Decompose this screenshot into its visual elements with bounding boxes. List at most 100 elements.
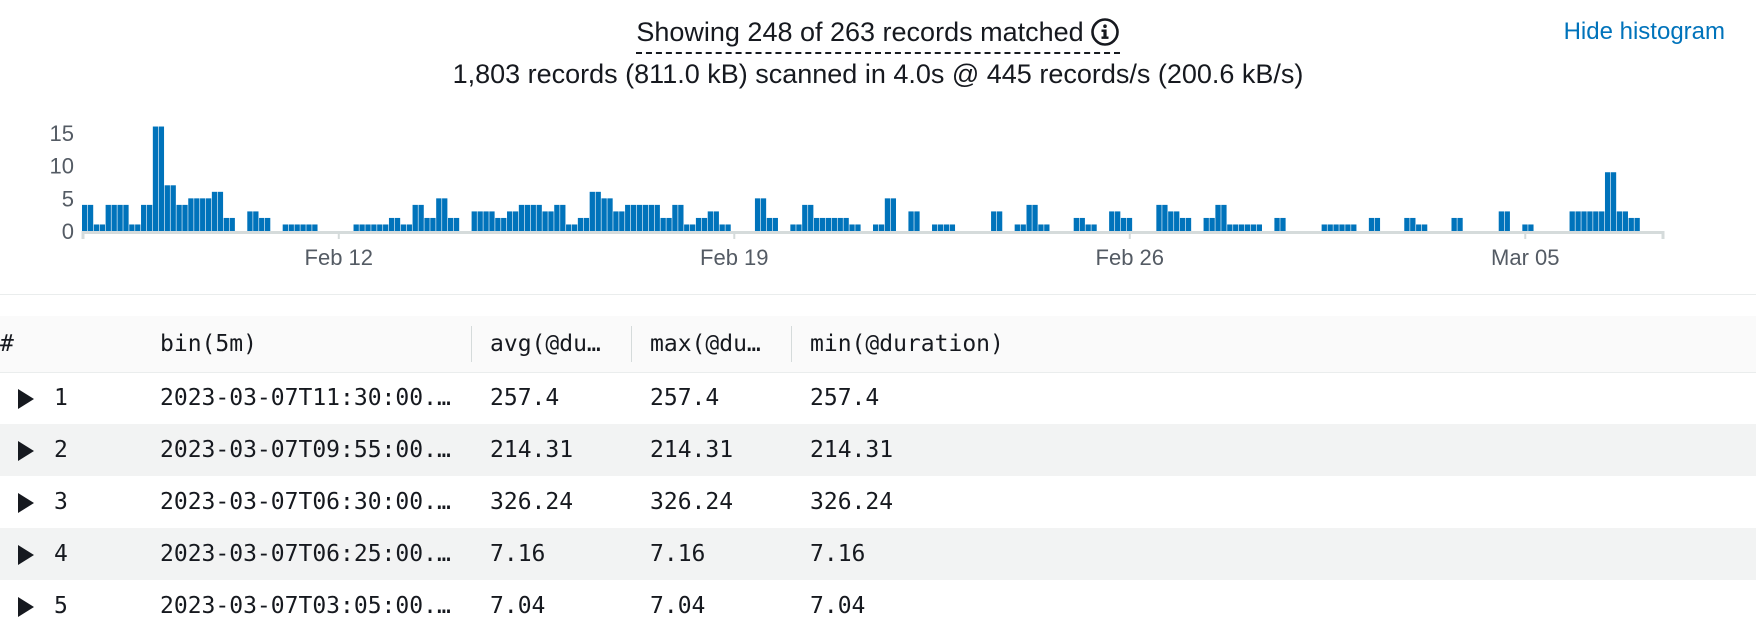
table-row[interactable]: 1 2023-03-07T11:30:00.… 257.4 257.4 257.…	[0, 372, 1756, 424]
histogram-bar	[636, 204, 643, 231]
histogram-bar	[932, 224, 938, 231]
histogram-bar	[294, 224, 300, 231]
histogram-bar	[1120, 217, 1127, 231]
histogram-bar	[1504, 211, 1510, 231]
row-number: 2	[54, 437, 68, 463]
histogram-bar	[690, 224, 696, 231]
histogram-bar	[518, 204, 525, 231]
histogram-bar	[383, 224, 389, 231]
histogram-bar	[170, 185, 176, 231]
histogram-bar	[595, 191, 601, 231]
table-header-row: # bin(5m) avg(@du… max(@du… min(@duratio…	[0, 316, 1756, 373]
table-row[interactable]: 5 2023-03-07T03:05:00.… 7.04 7.04 7.04	[0, 580, 1756, 632]
y-tick-label: 5	[62, 186, 74, 211]
histogram-bar	[1593, 211, 1599, 231]
histogram-bar	[1227, 224, 1233, 231]
expand-row-icon[interactable]	[18, 596, 34, 617]
histogram-bar	[1020, 224, 1026, 231]
histogram-bar	[607, 198, 613, 231]
histogram-bar	[589, 191, 595, 231]
histogram-bar	[365, 224, 371, 231]
max-duration-cell: 214.31	[650, 437, 734, 463]
row-number: 3	[54, 489, 68, 515]
table-row[interactable]: 2 2023-03-07T09:55:00.… 214.31 214.31 21…	[0, 424, 1756, 476]
histogram-bar	[259, 217, 265, 231]
histogram-bar	[571, 224, 578, 231]
histogram-bar	[796, 224, 802, 231]
histogram-bar	[176, 204, 182, 231]
histogram-bar	[430, 217, 436, 231]
histogram-bar	[388, 217, 395, 231]
expand-row-icon[interactable]	[18, 492, 34, 513]
histogram-bar	[1610, 172, 1617, 231]
histogram-bar	[182, 204, 188, 231]
histogram-bar	[808, 204, 814, 231]
row-index-cell: 1	[0, 372, 142, 424]
histogram-bar	[908, 211, 914, 231]
histogram-bar	[1073, 217, 1080, 231]
histogram-bar	[678, 204, 684, 231]
bin-cell: 2023-03-07T06:30:00.…	[160, 489, 451, 515]
histogram-chart: 15 10 5 0 Feb 12 Feb 19 Feb 26 Mar 05	[50, 121, 1665, 270]
histogram-bar	[766, 217, 773, 231]
column-header-min-duration[interactable]: min(@duration)	[792, 316, 1756, 373]
histogram-bar	[1244, 224, 1251, 231]
histogram-bar	[583, 217, 590, 231]
histogram-bar	[949, 224, 956, 231]
histogram-bar	[1044, 224, 1050, 231]
histogram-bar	[813, 217, 820, 231]
y-tick-label: 0	[62, 219, 74, 244]
histogram-bar	[725, 224, 731, 231]
table-row[interactable]: 3 2023-03-07T06:30:00.… 326.24 326.24 32…	[0, 476, 1756, 528]
histogram-bar	[82, 204, 88, 231]
table-row[interactable]: 4 2023-03-07T06:25:00.… 7.16 7.16 7.16	[0, 528, 1756, 580]
histogram-bar	[483, 211, 489, 231]
histogram-bar	[825, 217, 832, 231]
histogram-bar	[878, 224, 885, 231]
histogram-bar	[300, 224, 306, 231]
histogram-bar	[684, 224, 690, 231]
histogram-bar	[1221, 204, 1227, 231]
histogram-bar	[312, 224, 318, 231]
histogram-bar	[837, 217, 843, 231]
histogram-bar	[1032, 204, 1038, 231]
query-summary: Showing 248 of 263 records matched 1,803…	[0, 14, 1756, 92]
histogram-bar	[1215, 204, 1221, 231]
expand-row-icon[interactable]	[18, 440, 34, 461]
histogram-bar	[1115, 211, 1121, 231]
row-number: 4	[54, 541, 68, 567]
histogram-bar	[1604, 172, 1611, 231]
histogram-bar	[831, 217, 837, 231]
histogram-bar	[542, 211, 548, 231]
expand-row-icon[interactable]	[18, 544, 34, 565]
histogram-bar	[1321, 224, 1327, 231]
histogram-bar	[754, 198, 761, 231]
histogram-bar	[353, 224, 359, 231]
histogram-bar	[1345, 224, 1351, 231]
column-header-max-duration[interactable]: max(@du…	[632, 316, 792, 373]
histogram-bar	[1622, 211, 1628, 231]
max-duration-cell: 7.16	[650, 541, 706, 567]
histogram-bar	[111, 204, 117, 231]
histogram-bar	[1421, 224, 1428, 231]
histogram-bar	[264, 217, 271, 231]
histogram-bar	[701, 217, 708, 231]
histogram-bar	[1174, 211, 1180, 231]
histogram-bar	[377, 224, 383, 231]
histogram-bar	[601, 198, 607, 231]
hide-histogram-link[interactable]: Hide histogram	[1563, 18, 1725, 45]
column-header-bin[interactable]: bin(5m)	[142, 316, 472, 373]
info-icon[interactable]	[1090, 17, 1120, 47]
histogram-bar	[146, 204, 153, 231]
histogram-bar	[1109, 211, 1115, 231]
histogram-bar	[536, 204, 542, 231]
histogram-bar	[1451, 217, 1457, 231]
histogram-bar	[1368, 217, 1375, 231]
histogram-bar	[560, 204, 566, 231]
histogram-bar	[1126, 217, 1133, 231]
histogram-bar	[530, 204, 536, 231]
histogram-bar	[855, 224, 861, 231]
column-header-avg-duration[interactable]: avg(@du…	[472, 316, 632, 373]
expand-row-icon[interactable]	[18, 388, 34, 409]
histogram-bar	[937, 224, 944, 231]
